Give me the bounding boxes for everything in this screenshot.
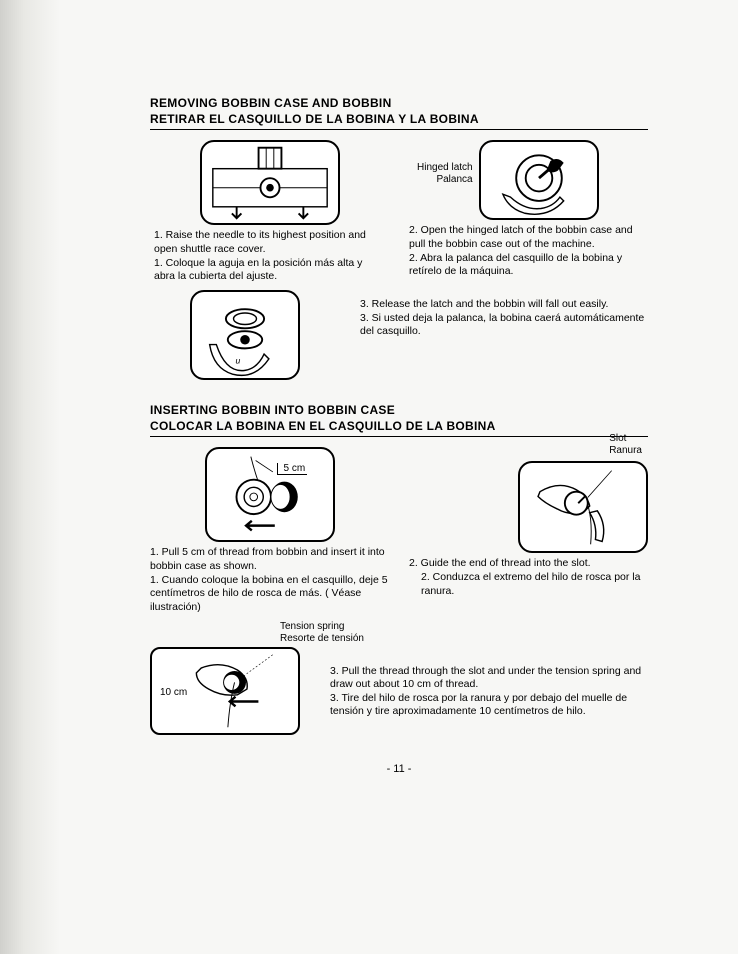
fig-pull-thread	[205, 447, 335, 542]
title-es: RETIRAR EL CASQUILLO DE LA BOBINA Y LA B…	[150, 112, 479, 126]
svg-text:u: u	[235, 356, 240, 366]
fig1-caption: 1. Raise the needle to its highest posit…	[150, 229, 389, 284]
fig-guide-slot	[518, 461, 648, 553]
section2-title: INSERTING BOBBIN INTO BOBBIN CASE COLOCA…	[150, 402, 648, 437]
title2-en: INSERTING BOBBIN INTO BOBBIN CASE	[150, 403, 395, 417]
section1-title: REMOVING BOBBIN CASE AND BOBBIN RETIRAR …	[150, 95, 648, 130]
s2-fig3-caption: 3. Pull the thread through the slot and …	[330, 665, 648, 720]
fig3-caption: 3. Release the latch and the bobbin will…	[360, 298, 648, 339]
fig2-caption: 2. Open the hinged latch of the bobbin c…	[409, 224, 648, 279]
label-10cm: 10 cm	[160, 687, 187, 698]
label-5cm: 5 cm	[277, 463, 308, 475]
label-slot: Slot Ranura	[609, 433, 642, 457]
s2-fig1-caption: 1. Pull 5 cm of thread from bobbin and i…	[150, 546, 389, 614]
fig-hinged-latch	[479, 140, 599, 220]
label-tension-spring: Tension spring Resorte de tensión	[280, 621, 648, 645]
fig2-side-label: Hinged latch Palanca	[409, 140, 473, 186]
s2-fig2-caption: 2. Guide the end of thread into the slot…	[409, 557, 648, 598]
title2-es: COLOCAR LA BOBINA EN EL CASQUILLO DE LA …	[150, 419, 496, 433]
page-number: - 11 -	[150, 763, 648, 775]
fig-release-latch: u	[190, 290, 300, 380]
title-en: REMOVING BOBBIN CASE AND BOBBIN	[150, 96, 392, 110]
fig-raise-needle	[200, 140, 340, 225]
fig-tension-spring: 10 cm	[150, 647, 300, 735]
